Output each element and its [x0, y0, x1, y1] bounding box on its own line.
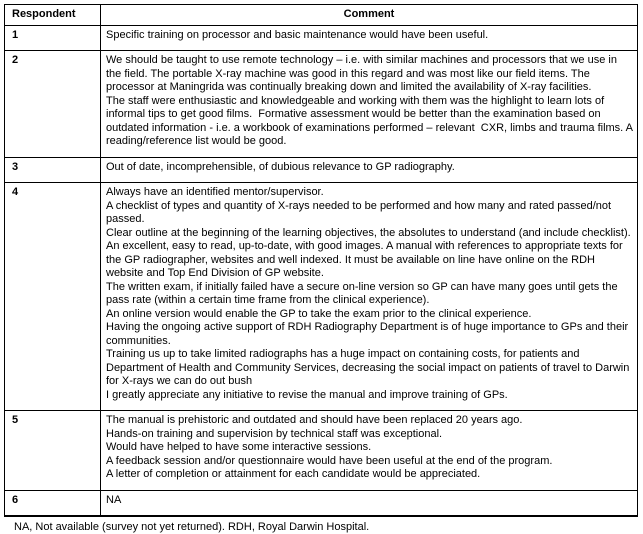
comment-paragraph: Clear outline at the beginning of the le… [106, 226, 634, 280]
comments-table: Respondent Comment 1 Specific training on… [4, 4, 638, 517]
respondent-cell: 2 [4, 50, 101, 158]
comment-paragraph: The staff were enthusiastic and knowledg… [106, 94, 636, 148]
comment-paragraph: An online version would enable the GP to… [106, 307, 532, 320]
comment-paragraph: Having the ongoing active support of RDH… [106, 321, 632, 347]
respondent-cell: 3 [4, 156, 101, 183]
table-row: 1 Specific training on processor and basi… [4, 24, 638, 51]
comment-cell: NA [100, 489, 638, 517]
comment-column-header: Comment [100, 4, 638, 26]
footnote: NA, Not available (survey not yet return… [14, 521, 370, 533]
respondent-cell: 1 [4, 24, 101, 51]
respondent-column-header: Respondent [4, 4, 101, 26]
respondent-cell: 6 [4, 489, 101, 517]
comment-paragraph: The manual is prehistoric and outdated a… [106, 414, 523, 426]
comment-paragraph: I greatly appreciate any initiative to r… [106, 388, 508, 401]
comment-cell: Out of date, incomprehensible, of dubiou… [100, 156, 638, 183]
comment-paragraph: We should be taught to use remote techno… [106, 54, 621, 93]
table-row: 2 We should be taught to use remote techn… [4, 50, 638, 158]
comment-paragraph: A checklist of types and quantity of X-r… [106, 199, 615, 226]
comment-paragraph: Training us up to take limited radiograp… [106, 348, 633, 387]
table-row: 3 Out of date, incomprehensible, of dubio… [4, 156, 638, 183]
respondent-cell: 4 [4, 182, 101, 411]
respondent-cell: 5 [4, 410, 101, 491]
table-body: 1 Specific training on processor and basi… [4, 24, 638, 517]
table-row: 4 Always have an identified mentor/superv… [4, 182, 638, 411]
comment-cell: The manual is prehistoric and outdated a… [100, 410, 638, 491]
comment-paragraph: Would have helped to have some interacti… [106, 441, 372, 453]
comment-paragraph: Hands-on training and supervision by tec… [106, 427, 443, 440]
comment-paragraph: Out of date, incomprehensible, of dubiou… [106, 160, 455, 173]
comment-paragraph: NA [106, 493, 122, 506]
comment-paragraph: Always have an identified mentor/supervi… [106, 186, 324, 198]
comment-paragraph: A letter of completion or attainment for… [106, 468, 481, 480]
comment-paragraph: Specific training on processor and basic… [106, 28, 489, 41]
comment-paragraph: The written exam, if initially failed ha… [106, 280, 621, 307]
table-row: 6 NA [4, 489, 638, 517]
comment-cell: Specific training on processor and basic… [100, 24, 638, 51]
header-row: Respondent Comment [4, 4, 638, 26]
table-row: 5 The manual is prehistoric and outdated … [4, 410, 638, 491]
comment-paragraph: A feedback session and/or questionnaire … [106, 454, 553, 467]
comment-cell: Always have an identified mentor/supervi… [100, 182, 638, 411]
comment-cell: We should be taught to use remote techno… [100, 50, 638, 158]
